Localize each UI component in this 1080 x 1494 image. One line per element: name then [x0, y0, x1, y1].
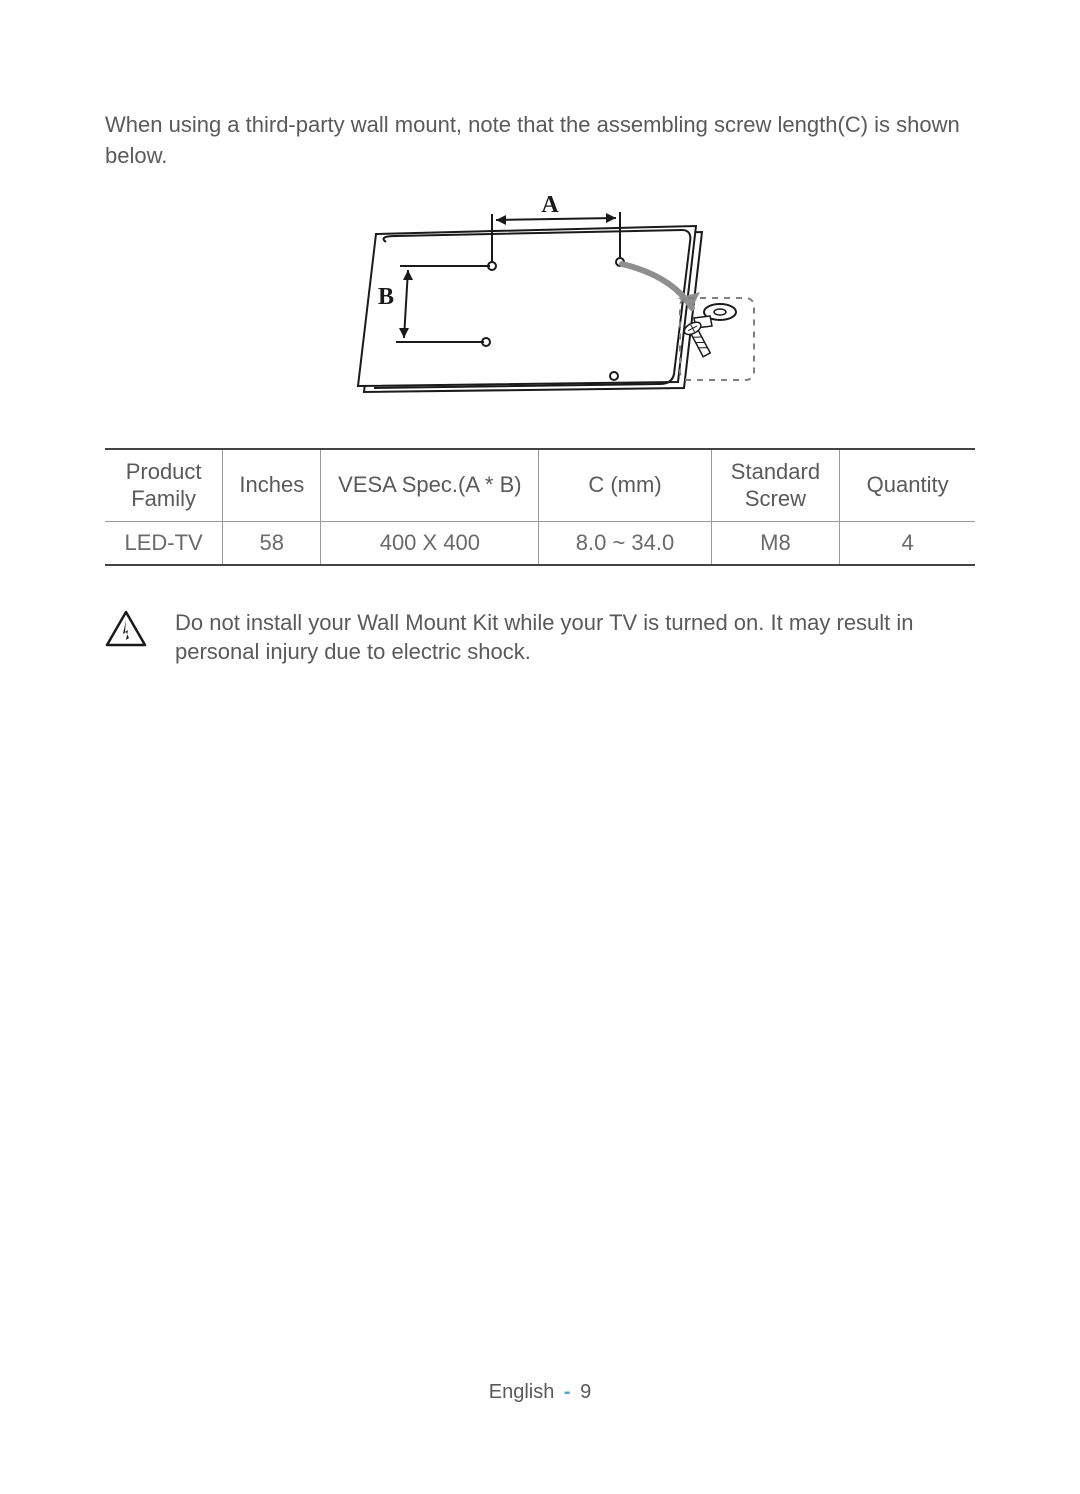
footer-page-number: 9: [580, 1381, 591, 1403]
cell-qty: 4: [840, 521, 975, 565]
footer-lang: English: [489, 1381, 555, 1403]
col-header-vesa: VESA Spec.(A * B): [321, 449, 539, 522]
warning-icon: [105, 610, 147, 653]
intro-text: When using a third-party wall mount, not…: [105, 110, 975, 172]
page-footer: English - 9: [0, 1381, 1080, 1404]
footer-dash: -: [560, 1381, 575, 1403]
col-header-qty: Quantity: [840, 449, 975, 522]
col-header-screw: Standard Screw: [711, 449, 840, 522]
svg-text:B: B: [378, 284, 394, 310]
svg-text:A: A: [541, 192, 559, 218]
wall-mount-diagram: A B: [300, 190, 780, 430]
cell-inches: 58: [223, 521, 321, 565]
cell-vesa: 400 X 400: [321, 521, 539, 565]
table-row: LED-TV 58 400 X 400 8.0 ~ 34.0 M8 4: [105, 521, 975, 565]
cell-screw: M8: [711, 521, 840, 565]
col-header-c-mm: C (mm): [539, 449, 711, 522]
cell-c-mm: 8.0 ~ 34.0: [539, 521, 711, 565]
cell-family: LED-TV: [105, 521, 223, 565]
col-header-family: Product Family: [105, 449, 223, 522]
col-header-inches: Inches: [223, 449, 321, 522]
spec-table: Product Family Inches VESA Spec.(A * B) …: [105, 448, 975, 566]
table-header-row: Product Family Inches VESA Spec.(A * B) …: [105, 449, 975, 522]
warning-text: Do not install your Wall Mount Kit while…: [175, 608, 975, 667]
